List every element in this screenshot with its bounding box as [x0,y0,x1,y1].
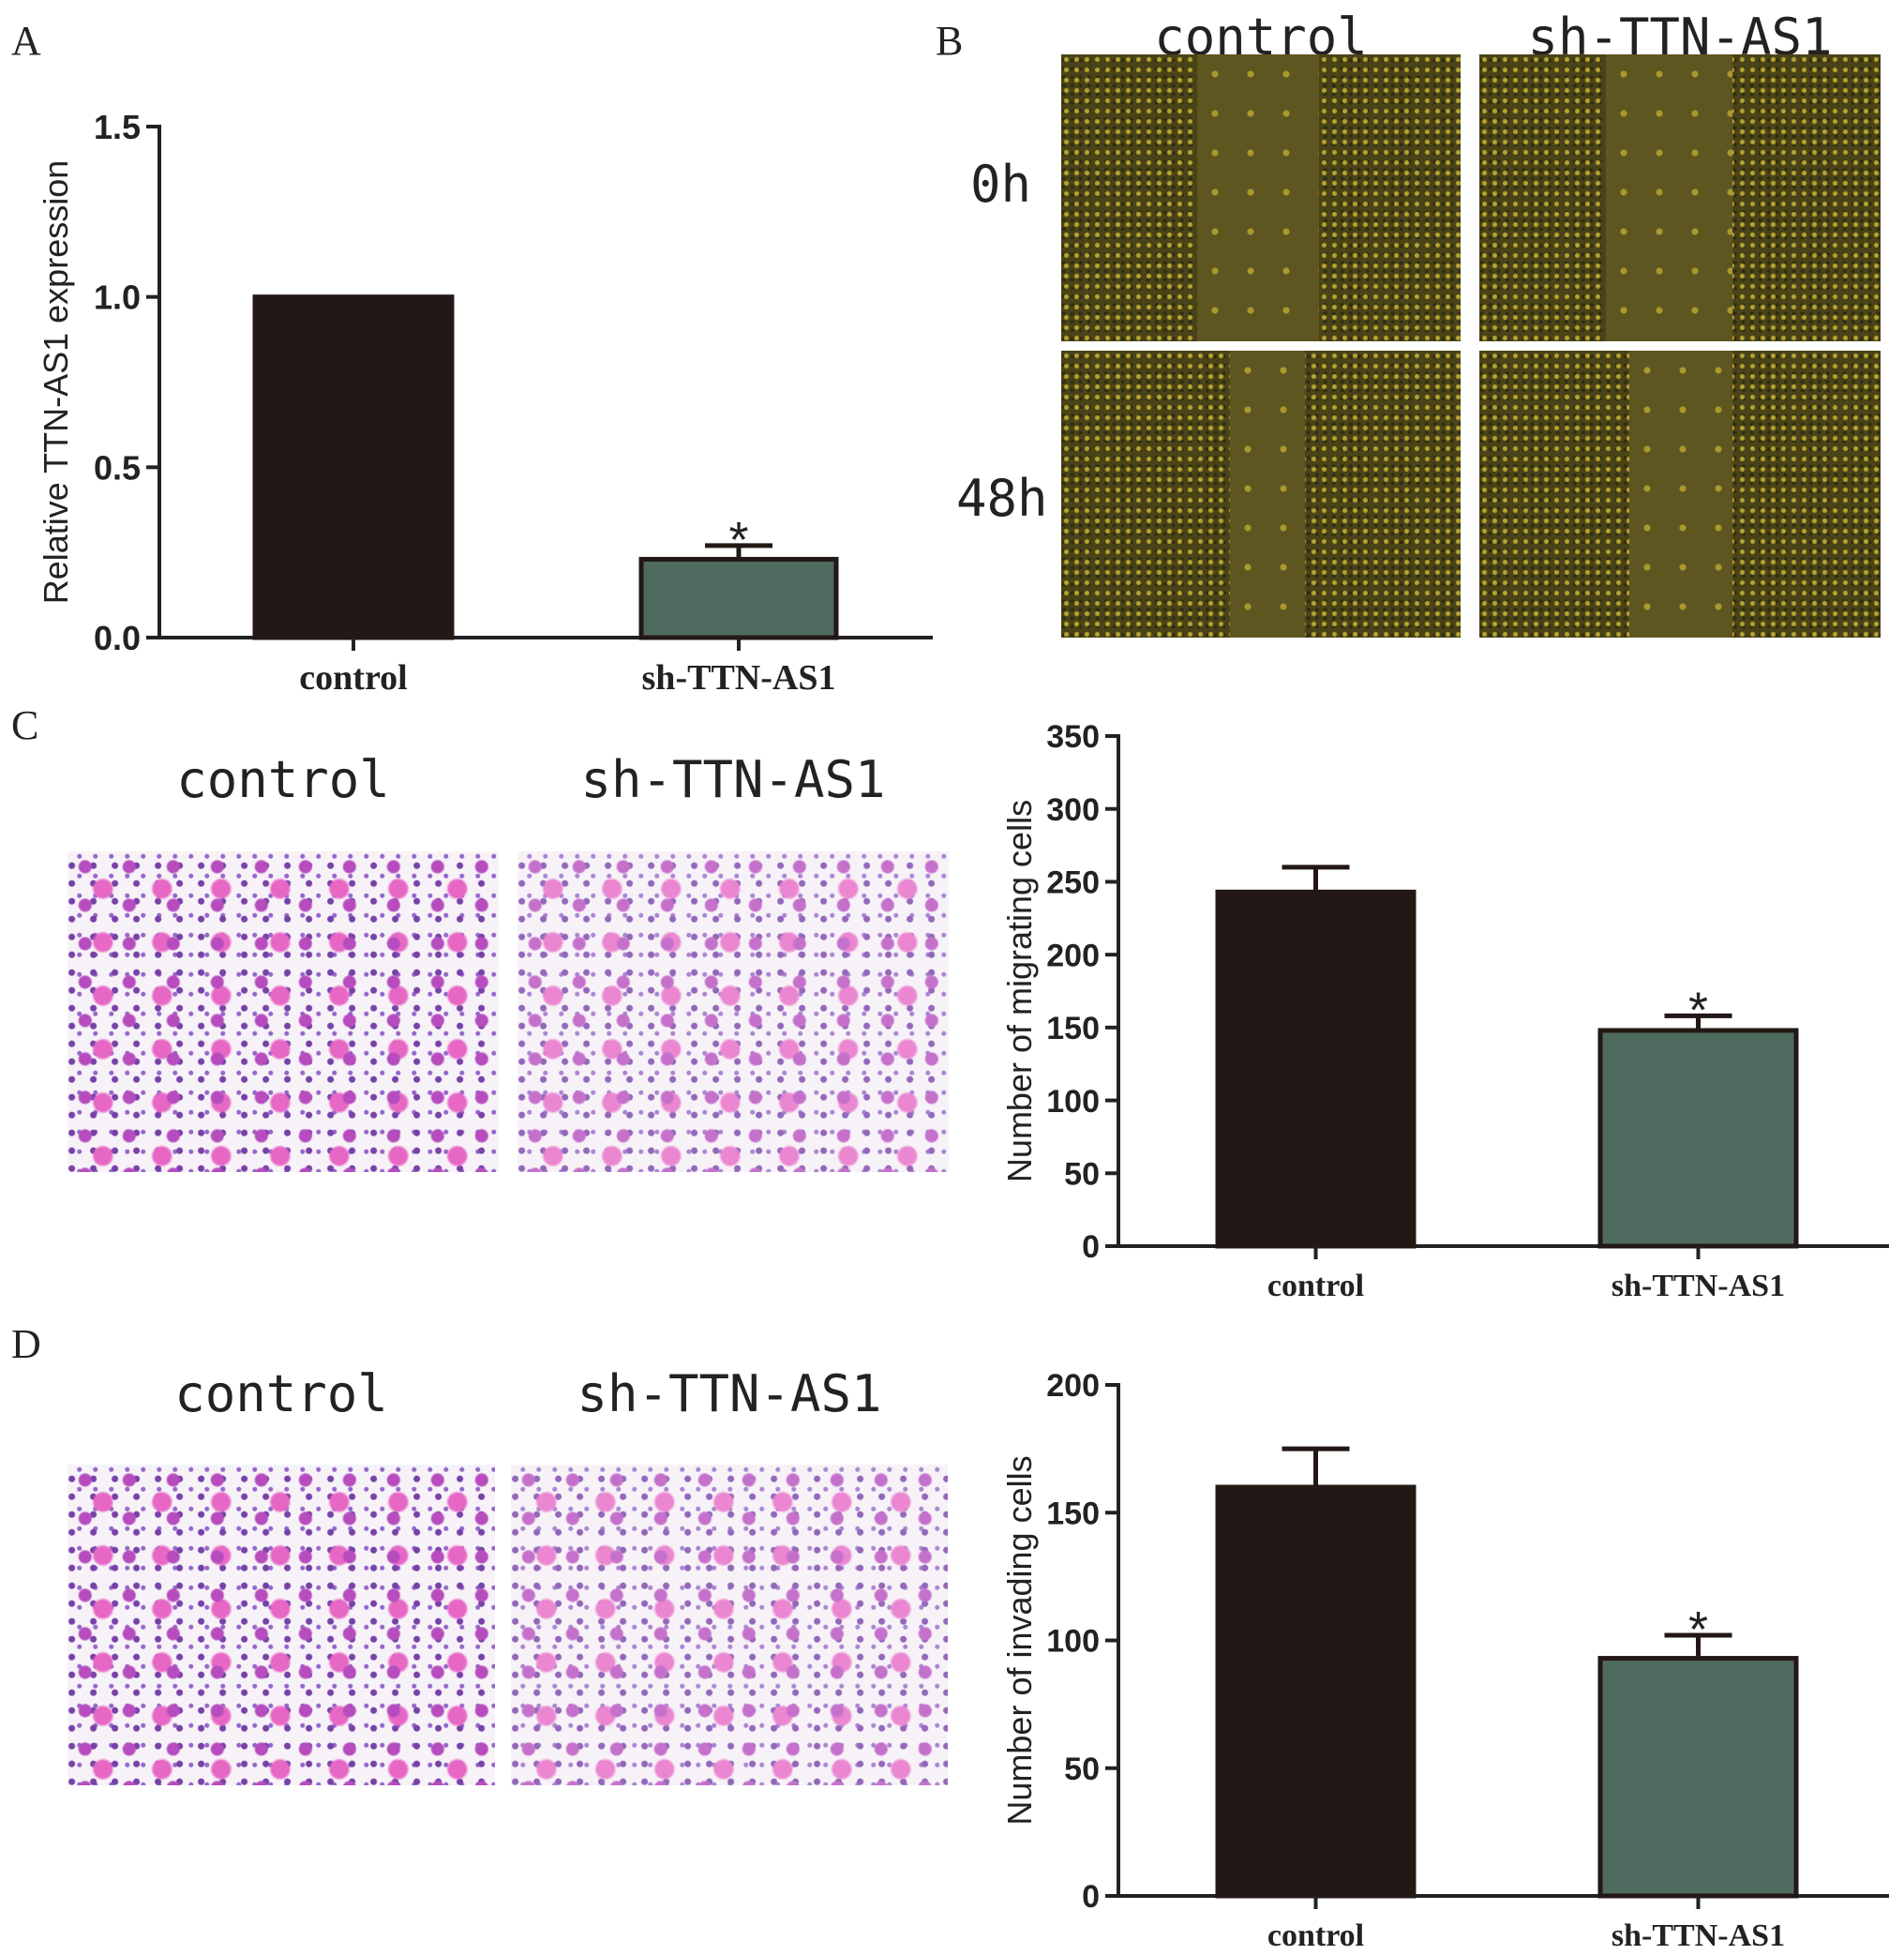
chart-a-y-tick-label: 1.5 [94,108,141,146]
chart-d-y-tick-label: 150 [1046,1496,1100,1531]
wound-row-label-0h: 0h [970,155,1032,214]
chart-d-y-tick-label: 50 [1064,1752,1100,1787]
panel-label-c: C [11,702,39,748]
invasion-image-sh-ttn-as1 [511,1465,948,1785]
migration-col-header-control: control [176,750,390,809]
migration-image-sh-ttn-as1 [517,851,949,1172]
chart-a-y-tick-label: 0.0 [94,619,141,657]
invasion-col-header-control: control [174,1364,388,1423]
chart-c-y-tick-label: 150 [1046,1011,1100,1046]
chart-d-significance-marker: * [1688,1602,1708,1658]
chart-c-category-label: sh-TTN-AS1 [1612,1269,1785,1303]
chart-a: 0.0 0.5 1.0 1.5 Relative TTN-AS1 expression c… [37,108,933,698]
panel-label-a: A [11,18,41,64]
wound-image-sh-ttn-as1-0h [1479,54,1881,341]
chart-d-bar-sh-ttn-as1 [1597,1656,1799,1899]
chart-c-y-tick-label: 350 [1046,719,1100,755]
chart-c-bar-sh-ttn-as1 [1597,1028,1799,1249]
panel-label-d: D [11,1321,41,1367]
chart-c: 0 50 100 150 200 250 300 350 Number of migrating… [1000,719,1889,1303]
migration-image-control [67,851,499,1172]
chart-d-y-tick-label: 100 [1046,1624,1100,1660]
chart-a-category-label: sh-TTN-AS1 [642,658,836,698]
chart-d: 0 50 100 150 200 Number of invading cells cont… [1000,1368,1889,1953]
chart-d-category-label: control [1267,1918,1364,1953]
chart-a-bar-sh-ttn-as1 [638,556,839,640]
chart-d-y-axis-label: Number of invading cells [1000,1455,1039,1825]
chart-c-y-tick-label: 250 [1046,865,1100,901]
wound-row-label-48h: 48h [956,469,1048,528]
invasion-image-control [67,1465,495,1785]
chart-a-y-axis-label: Relative TTN-AS1 expression [37,160,75,605]
chart-d-y-tick-label: 0 [1082,1879,1100,1915]
chart-a-bar-control [252,294,455,640]
wound-image-sh-ttn-as1-48h [1479,351,1881,638]
chart-a-significance-marker: * [728,512,748,568]
chart-c-category-label: control [1267,1269,1364,1303]
chart-c-y-tick-label: 200 [1046,938,1100,973]
chart-c-y-tick-label: 100 [1046,1084,1100,1120]
migration-col-header-sh-ttn-as1: sh-TTN-AS1 [580,750,886,809]
chart-a-y-tick-label: 1.0 [94,278,141,317]
chart-c-y-tick-label: 300 [1046,792,1100,828]
panel-label-b: B [936,18,964,64]
chart-d-category-label: sh-TTN-AS1 [1612,1918,1785,1953]
chart-c-significance-marker: * [1688,982,1708,1038]
chart-a-y-tick-label: 0.5 [94,448,141,487]
chart-c-y-tick-label: 0 [1082,1229,1100,1265]
chart-d-y-tick-label: 200 [1046,1368,1100,1404]
chart-c-y-axis-label: Number of migrating cells [1000,800,1039,1182]
chart-c-y-tick-label: 50 [1064,1157,1100,1193]
wound-image-control-48h [1061,351,1461,638]
chart-d-bar-control [1215,1484,1417,1899]
chart-c-bar-control [1215,889,1417,1249]
wound-image-control-0h [1061,54,1461,341]
invasion-col-header-sh-ttn-as1: sh-TTN-AS1 [577,1364,882,1423]
chart-a-category-label: control [299,658,407,698]
